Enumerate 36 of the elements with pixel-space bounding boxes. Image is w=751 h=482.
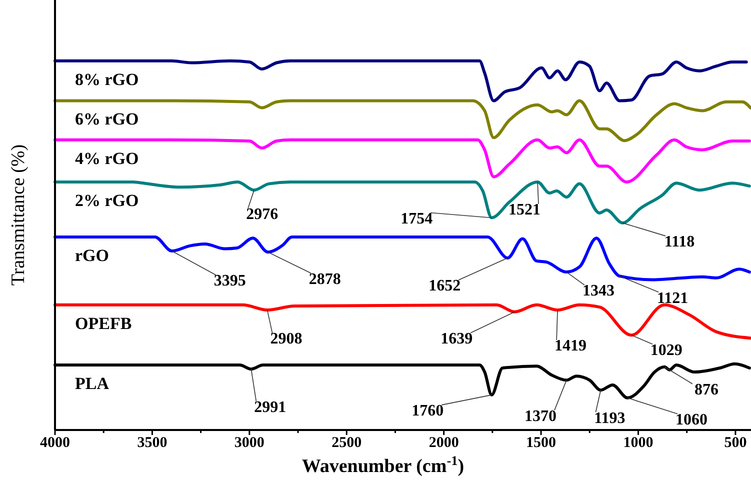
annotation: 1060: [676, 412, 708, 429]
x-tick-label: 1500: [526, 435, 556, 451]
x-tick-label: 1000: [623, 435, 654, 451]
series-label: 8% rGO: [75, 70, 139, 89]
series-label: 6% rGO: [75, 110, 139, 129]
series-label: OPEFB: [75, 314, 132, 333]
series-label: rGO: [75, 246, 109, 265]
y-axis-title: Transmittance (%): [8, 144, 29, 286]
annotation: 2878: [308, 270, 341, 288]
annotation: 1370: [524, 408, 556, 425]
x-axis-title: Wavenumber (cm$^{-1}$): [302, 452, 464, 477]
x-tick-label: 3000: [234, 435, 264, 451]
annotation: 2976: [246, 206, 278, 223]
annotation: 2991: [254, 398, 286, 416]
series-label: 4% rGO: [75, 148, 139, 168]
annotation: 1754: [400, 210, 433, 228]
x-tick-label: 4000: [40, 435, 70, 451]
x-tick-label: 2000: [428, 435, 459, 451]
x-tick-label: 3500: [137, 435, 168, 451]
annotation: 1760: [412, 402, 444, 420]
series-label: PLA: [75, 374, 110, 393]
annotation: 1118: [664, 234, 695, 251]
x-tick-label: 2500: [332, 435, 362, 451]
annotation: 1029: [650, 342, 682, 359]
annotation: 1652: [428, 278, 461, 295]
annotation: 1639: [440, 330, 473, 348]
annotation: 1343: [582, 282, 614, 300]
annotation: 2908: [270, 330, 302, 348]
x-tick-label: 500: [724, 435, 747, 451]
annotation: 876: [694, 382, 718, 399]
annotation: 1521: [508, 202, 541, 219]
annotation: 1193: [594, 410, 626, 427]
annotation: 3395: [214, 272, 246, 290]
annotation: 1121: [657, 290, 688, 307]
annotation: 1419: [554, 338, 587, 355]
series-label: 2% rGO: [75, 190, 139, 210]
